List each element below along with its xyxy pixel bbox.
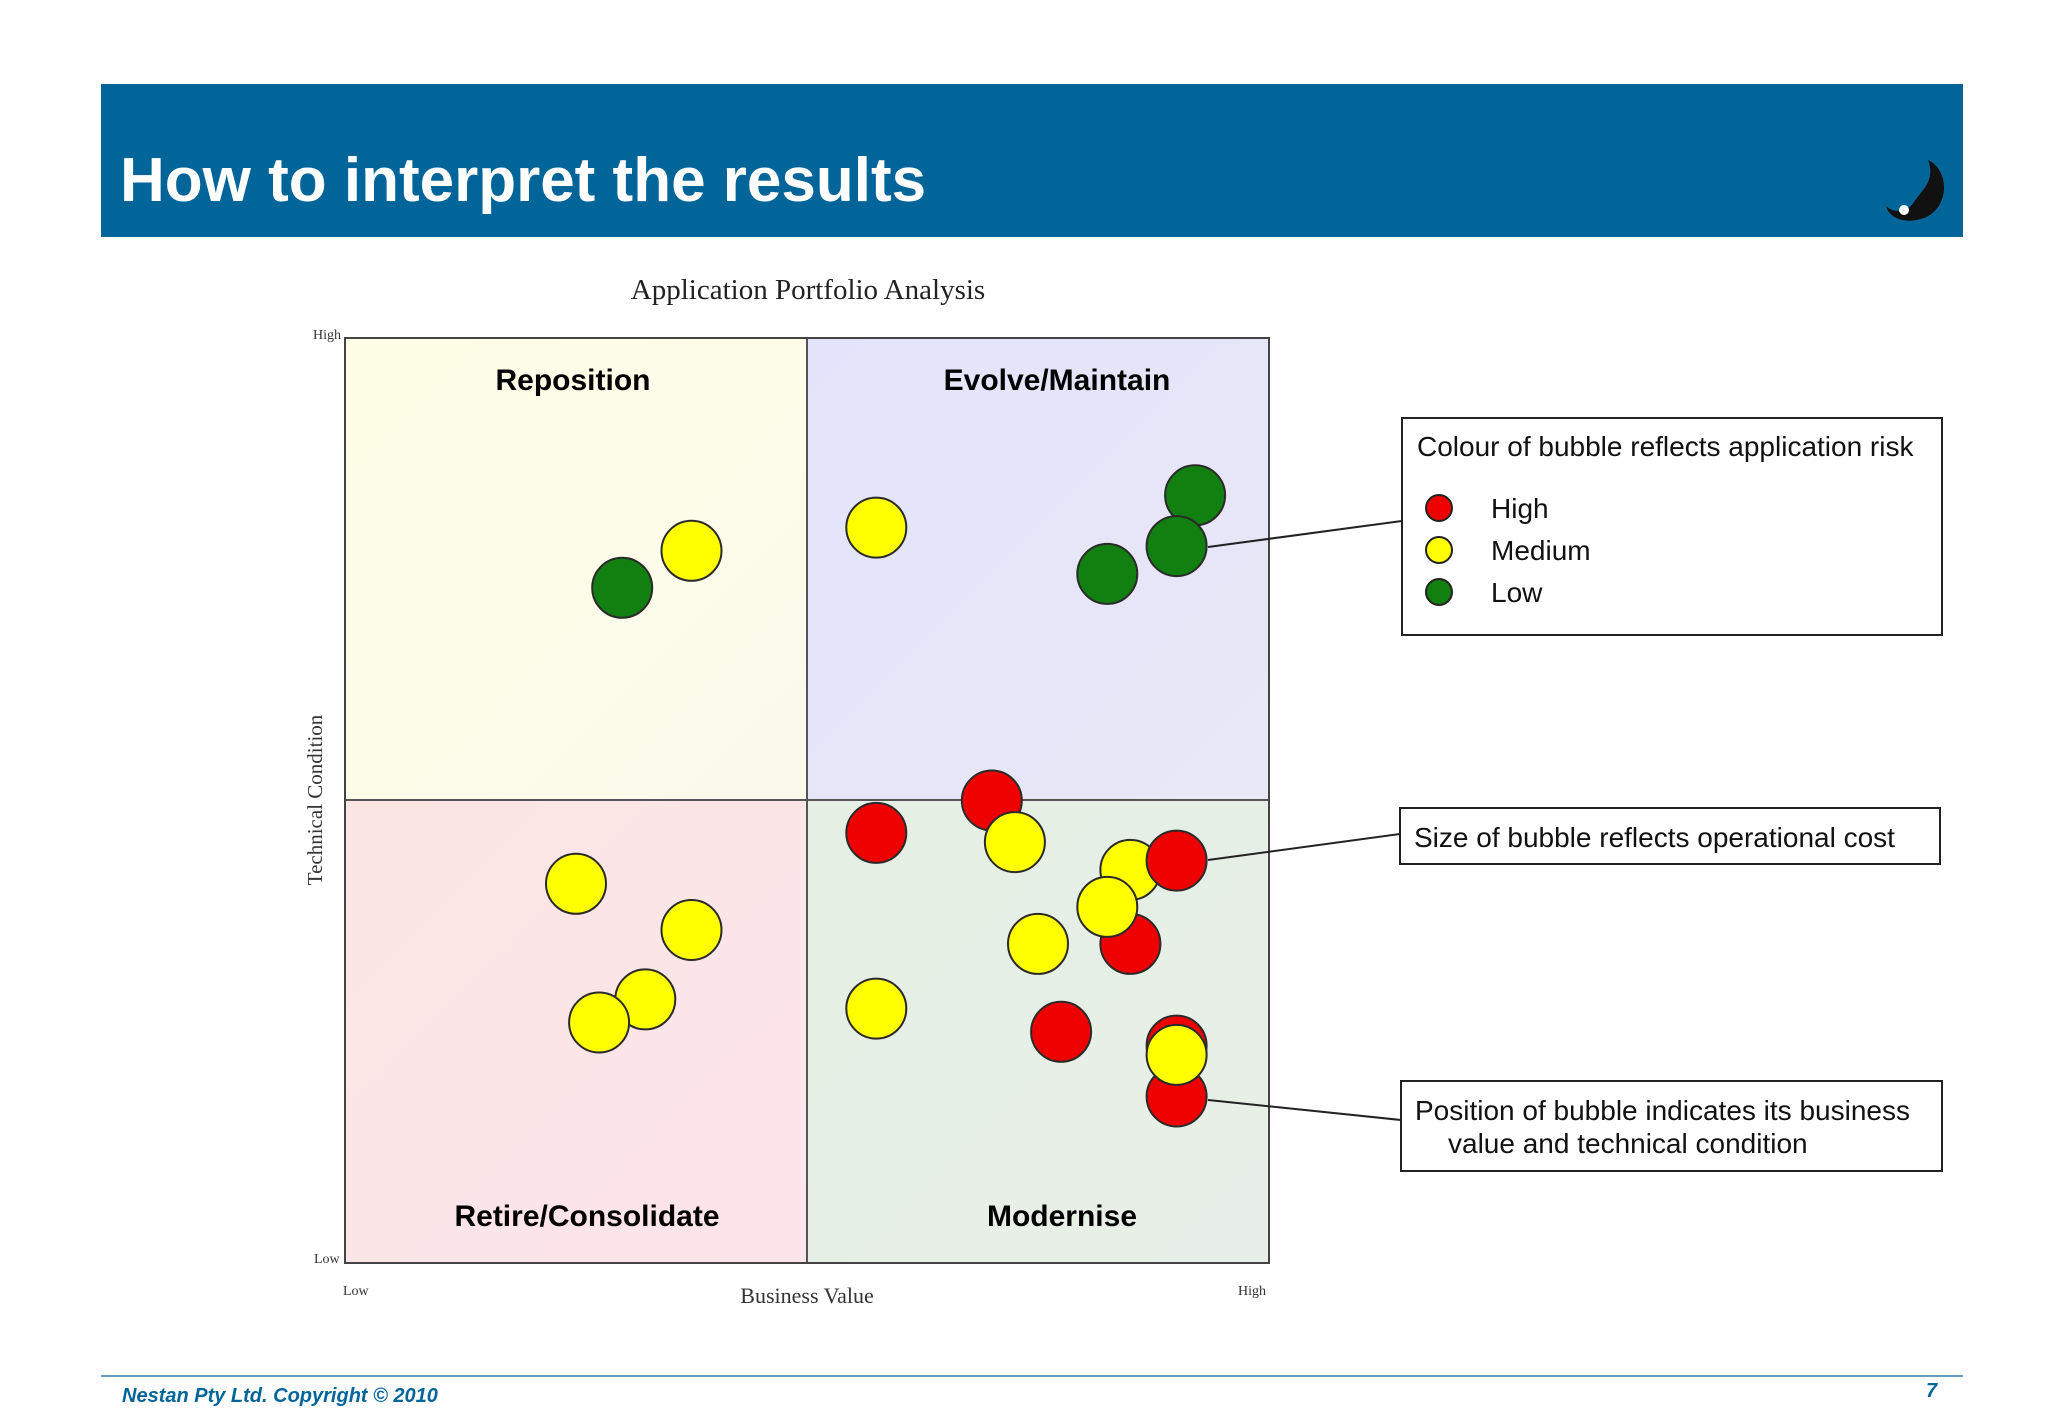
plot-frame bbox=[344, 337, 1270, 1264]
bubble-high-19 bbox=[1030, 1000, 1093, 1063]
bubble-low-5 bbox=[1076, 542, 1139, 605]
bubble-low-0 bbox=[591, 556, 654, 619]
y-tick-high: High bbox=[313, 328, 341, 343]
quadrant-label-evolve-maintain: Evolve/Maintain bbox=[944, 364, 1171, 397]
header-bar bbox=[101, 84, 1963, 237]
quadrant-label-modernise: Modernise bbox=[987, 1200, 1137, 1233]
x-tick-low: Low bbox=[343, 1284, 370, 1299]
legend-dot-high bbox=[1425, 494, 1453, 522]
x-axis-label: Business Value bbox=[740, 1283, 873, 1308]
quadrant-label-reposition: Reposition bbox=[496, 364, 651, 397]
slide-title: How to interpret the results bbox=[120, 146, 927, 215]
bubble-medium-15 bbox=[660, 899, 723, 961]
legend-label-high: High bbox=[1491, 493, 1549, 524]
size-note-connector bbox=[1207, 833, 1401, 861]
legend-connector bbox=[1207, 520, 1403, 548]
bubble-high-9 bbox=[845, 801, 908, 864]
bubble-high-11 bbox=[1145, 829, 1208, 892]
bubble-medium-10 bbox=[983, 811, 1046, 874]
size-note-box: Size of bubble reflects operational cost bbox=[1399, 807, 1941, 865]
legend-dot-low bbox=[1425, 578, 1453, 606]
position-note-line-2: value and technical condition bbox=[1448, 1128, 1808, 1159]
bubble-medium-17 bbox=[568, 991, 631, 1054]
footer-copyright: Nestan Pty Ltd. Copyright © 2010 bbox=[122, 1385, 438, 1407]
y-tick-low: Low bbox=[314, 1252, 341, 1267]
bubble-medium-18 bbox=[845, 977, 908, 1040]
footer-divider bbox=[101, 1375, 1963, 1377]
quadrant-label-retire-consolidate: Retire/Consolidate bbox=[454, 1200, 719, 1233]
position-note-line-1: Position of bubble indicates its busines… bbox=[1415, 1095, 1910, 1126]
bubble-medium-14 bbox=[1007, 912, 1069, 975]
bubble-medium-1 bbox=[660, 519, 723, 582]
x-tick-high: High bbox=[1238, 1284, 1266, 1299]
legend-label-medium: Medium bbox=[1491, 535, 1591, 566]
yin-yang-icon bbox=[1886, 160, 1945, 221]
bubble-medium-22 bbox=[1145, 1023, 1208, 1086]
page-number: 7 bbox=[1926, 1380, 1938, 1402]
chart-title: Application Portfolio Analysis bbox=[631, 274, 985, 306]
position-note-connector bbox=[1207, 1099, 1402, 1121]
quadrant-top-left bbox=[345, 338, 807, 800]
bubble-points bbox=[545, 464, 1227, 1128]
legend-dot-medium bbox=[1425, 536, 1453, 564]
bubble-medium-7 bbox=[545, 852, 607, 915]
risk-legend-box: Colour of bubble reflects application ri… bbox=[1401, 417, 1943, 636]
legend-title: Colour of bubble reflects application ri… bbox=[1417, 431, 1914, 462]
bubble-low-4 bbox=[1145, 515, 1208, 578]
size-note-text: Size of bubble reflects operational cost bbox=[1414, 822, 1895, 853]
bubble-medium-13 bbox=[1076, 875, 1139, 938]
position-note-box: Position of bubble indicates its busines… bbox=[1400, 1080, 1943, 1172]
quadrant-top-right bbox=[807, 338, 1269, 800]
legend-label-low: Low bbox=[1491, 577, 1543, 608]
bubble-medium-2 bbox=[845, 496, 908, 559]
y-axis-label: Technical Condition bbox=[303, 714, 327, 885]
